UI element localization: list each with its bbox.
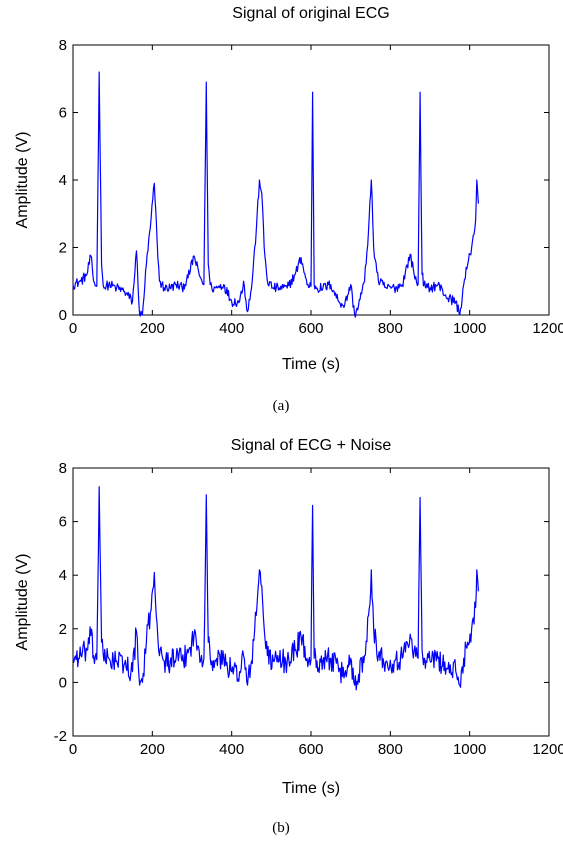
y-tick-label: 2	[59, 621, 67, 638]
x-tick-label: 1200	[532, 741, 563, 758]
axis-ticks: 0 200 400 600 800 1000 1200 0 2 4 6 8	[59, 37, 563, 337]
x-tick-label: 600	[298, 741, 323, 758]
y-tick-label: 8	[59, 37, 67, 54]
x-axis-label: Time (s)	[282, 780, 340, 797]
x-tick-label: 200	[140, 741, 165, 758]
y-tick-label: 0	[59, 307, 67, 324]
chart-panel-b: Signal of ECG + Noise 0 200 400 600 800 1000 1…	[14, 437, 563, 836]
y-tick-label: 0	[59, 674, 67, 691]
x-tick-label: 800	[378, 320, 403, 337]
y-tick-label: 4	[59, 172, 67, 189]
x-tick-label: 200	[140, 320, 165, 337]
y-tick-label: 4	[59, 567, 67, 584]
x-tick-label: 400	[219, 741, 244, 758]
figure-caption: (b)	[272, 820, 290, 836]
y-tick-label: 6	[59, 105, 67, 122]
x-axis-label: Time (s)	[282, 356, 340, 373]
x-tick-label: 0	[69, 741, 77, 758]
x-tick-label: 1000	[453, 741, 486, 758]
y-tick-label: -2	[54, 728, 67, 745]
x-tick-label: 1000	[453, 320, 486, 337]
y-axis-label: Amplitude (V)	[14, 554, 31, 651]
x-tick-label: 800	[378, 741, 403, 758]
y-axis-label: Amplitude (V)	[14, 132, 31, 229]
chart-title: Signal of ECG + Noise	[231, 437, 392, 454]
x-tick-label: 400	[219, 320, 244, 337]
figure-caption: (a)	[273, 398, 290, 414]
y-tick-label: 2	[59, 240, 67, 257]
x-tick-label: 1200	[532, 320, 563, 337]
x-tick-label: 0	[69, 320, 77, 337]
chart-panel-a: Signal of original ECG 0 200 400 600 800 1000…	[14, 5, 563, 414]
y-tick-label: 8	[59, 460, 67, 477]
x-tick-label: 600	[298, 320, 323, 337]
y-tick-label: 6	[59, 514, 67, 531]
signal-trace	[72, 71, 479, 318]
chart-title: Signal of original ECG	[232, 5, 389, 22]
signal-trace	[72, 486, 479, 691]
